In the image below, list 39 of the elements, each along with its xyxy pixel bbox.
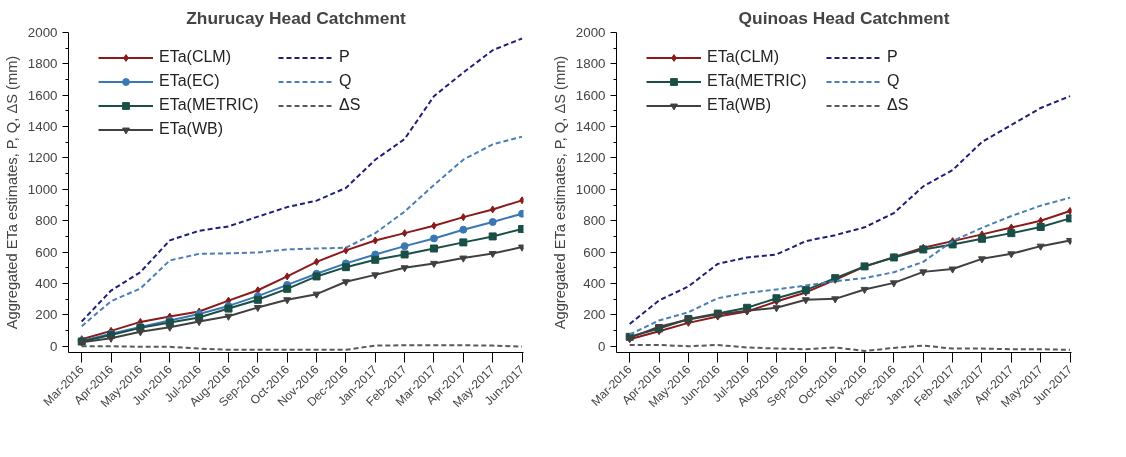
legend-label: ETa(METRIC)	[159, 95, 259, 115]
y-tick-label: 800	[35, 213, 58, 229]
y-tick-label: 1600	[27, 87, 58, 103]
legend-label: ETa(METRIC)	[707, 71, 807, 91]
legend-label: Q	[339, 71, 353, 91]
legend-label: ΔS	[339, 95, 361, 115]
y-tick-label: 400	[583, 275, 606, 291]
y-tick-label: 1800	[27, 56, 58, 72]
y-tick-label: 1600	[575, 87, 606, 103]
y-tick-label: 200	[35, 307, 58, 323]
y-tick-label: 2000	[575, 25, 606, 40]
y-tick-label: 600	[35, 244, 58, 260]
legend-label: ETa(EC)	[159, 71, 220, 91]
y-tick-label: 1000	[27, 181, 58, 197]
chart-title: Zhurucay Head Catchment	[186, 7, 406, 28]
y-axis-title: Aggregated ETa estimates, P, Q, ΔS (mm)	[3, 55, 20, 330]
y-tick-label: 1400	[575, 119, 606, 135]
y-tick-label: 0	[50, 338, 58, 354]
y-tick-label: 400	[35, 275, 58, 291]
y-tick-label: 1800	[575, 56, 606, 72]
y-tick-label: 2000	[27, 25, 58, 40]
y-axis-title: Aggregated ETa estimates, P, Q, ΔS (mm)	[551, 55, 568, 330]
y-tick-label: 1400	[27, 119, 58, 135]
legend-label: Q	[887, 71, 901, 91]
y-tick-label: 600	[583, 244, 606, 260]
y-tick-label: 1200	[575, 150, 606, 166]
y-tick-label: 1000	[575, 181, 606, 197]
legend-label: ETa(WB)	[707, 95, 771, 115]
y-tick-label: 800	[583, 213, 606, 229]
y-tick-label: 0	[598, 338, 606, 354]
legend-label: P	[339, 47, 351, 67]
legend-label: ETa(CLM)	[707, 47, 780, 67]
legend-label: ETa(CLM)	[159, 47, 232, 67]
legend-label: ETa(WB)	[159, 119, 223, 139]
chart-title: Quinoas Head Catchment	[738, 7, 950, 28]
legend-label: P	[887, 47, 899, 67]
legend-label: ΔS	[887, 95, 909, 115]
y-tick-label: 200	[583, 307, 606, 323]
y-tick-label: 1200	[27, 150, 58, 166]
